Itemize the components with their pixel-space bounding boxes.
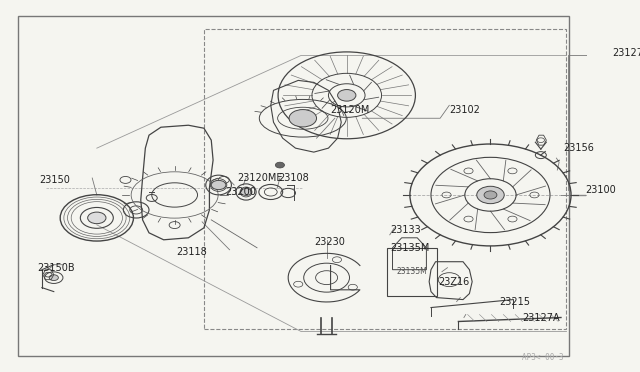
- Circle shape: [477, 186, 504, 203]
- Text: 23215: 23215: [500, 296, 531, 307]
- Text: 23127: 23127: [612, 48, 640, 58]
- Text: 23102: 23102: [449, 105, 480, 115]
- Text: AP3< 00·3: AP3< 00·3: [522, 353, 563, 362]
- Text: 23135M: 23135M: [390, 243, 429, 253]
- Circle shape: [289, 110, 317, 127]
- Text: 23100: 23100: [585, 185, 616, 195]
- Text: 23120ME: 23120ME: [237, 173, 282, 183]
- Text: 23120M: 23120M: [330, 105, 370, 115]
- Text: 23200: 23200: [225, 187, 256, 197]
- Text: 23135M: 23135M: [397, 267, 428, 276]
- Circle shape: [49, 275, 58, 280]
- Circle shape: [241, 189, 252, 195]
- Circle shape: [275, 162, 285, 168]
- Circle shape: [88, 212, 106, 224]
- Text: 23118: 23118: [177, 247, 207, 257]
- Text: 23150B: 23150B: [37, 263, 75, 273]
- Text: 23150: 23150: [39, 175, 70, 185]
- Circle shape: [211, 180, 226, 190]
- Text: 23156: 23156: [564, 143, 595, 153]
- Text: 23230: 23230: [314, 237, 345, 247]
- Text: 23133: 23133: [390, 225, 420, 235]
- Circle shape: [484, 191, 497, 199]
- Bar: [204, 29, 566, 330]
- Circle shape: [337, 90, 356, 101]
- Text: 23127A: 23127A: [522, 312, 560, 323]
- Text: 23108: 23108: [278, 173, 309, 183]
- Text: 23Z16: 23Z16: [438, 277, 470, 287]
- Bar: [387, 248, 437, 296]
